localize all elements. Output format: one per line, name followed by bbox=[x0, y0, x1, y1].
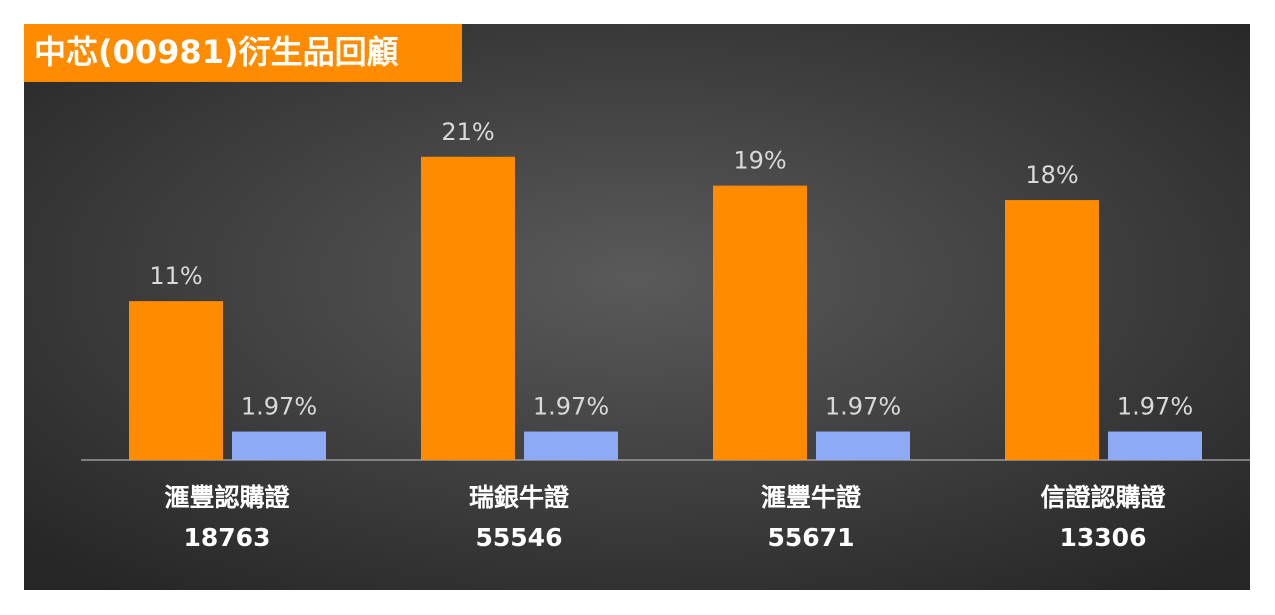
bar bbox=[232, 431, 326, 460]
bar bbox=[713, 185, 807, 460]
bar bbox=[1005, 200, 1099, 460]
x-tick-label: 信證認購證 13306 bbox=[1040, 483, 1166, 552]
bar bbox=[524, 431, 618, 460]
x-tick-label: 滙豐認購證 18763 bbox=[164, 483, 290, 552]
x-tick-label: 瑞銀牛證 55546 bbox=[468, 483, 569, 552]
data-label: 1.97% bbox=[241, 393, 317, 421]
data-label: 1.97% bbox=[825, 393, 901, 421]
data-label: 18% bbox=[1025, 161, 1078, 189]
data-label: 1.97% bbox=[1117, 393, 1193, 421]
data-label: 19% bbox=[733, 147, 786, 175]
data-label: 11% bbox=[149, 262, 202, 290]
data-label: 1.97% bbox=[533, 393, 609, 421]
bar bbox=[129, 301, 223, 460]
chart-title: 中芯(00981)衍生品回顧 bbox=[34, 33, 399, 71]
bar bbox=[421, 156, 515, 460]
bar bbox=[816, 431, 910, 460]
data-label: 21% bbox=[441, 118, 494, 146]
bar bbox=[1108, 431, 1202, 460]
x-tick-label: 滙豐牛證 55671 bbox=[760, 483, 861, 552]
title-box bbox=[24, 24, 462, 82]
